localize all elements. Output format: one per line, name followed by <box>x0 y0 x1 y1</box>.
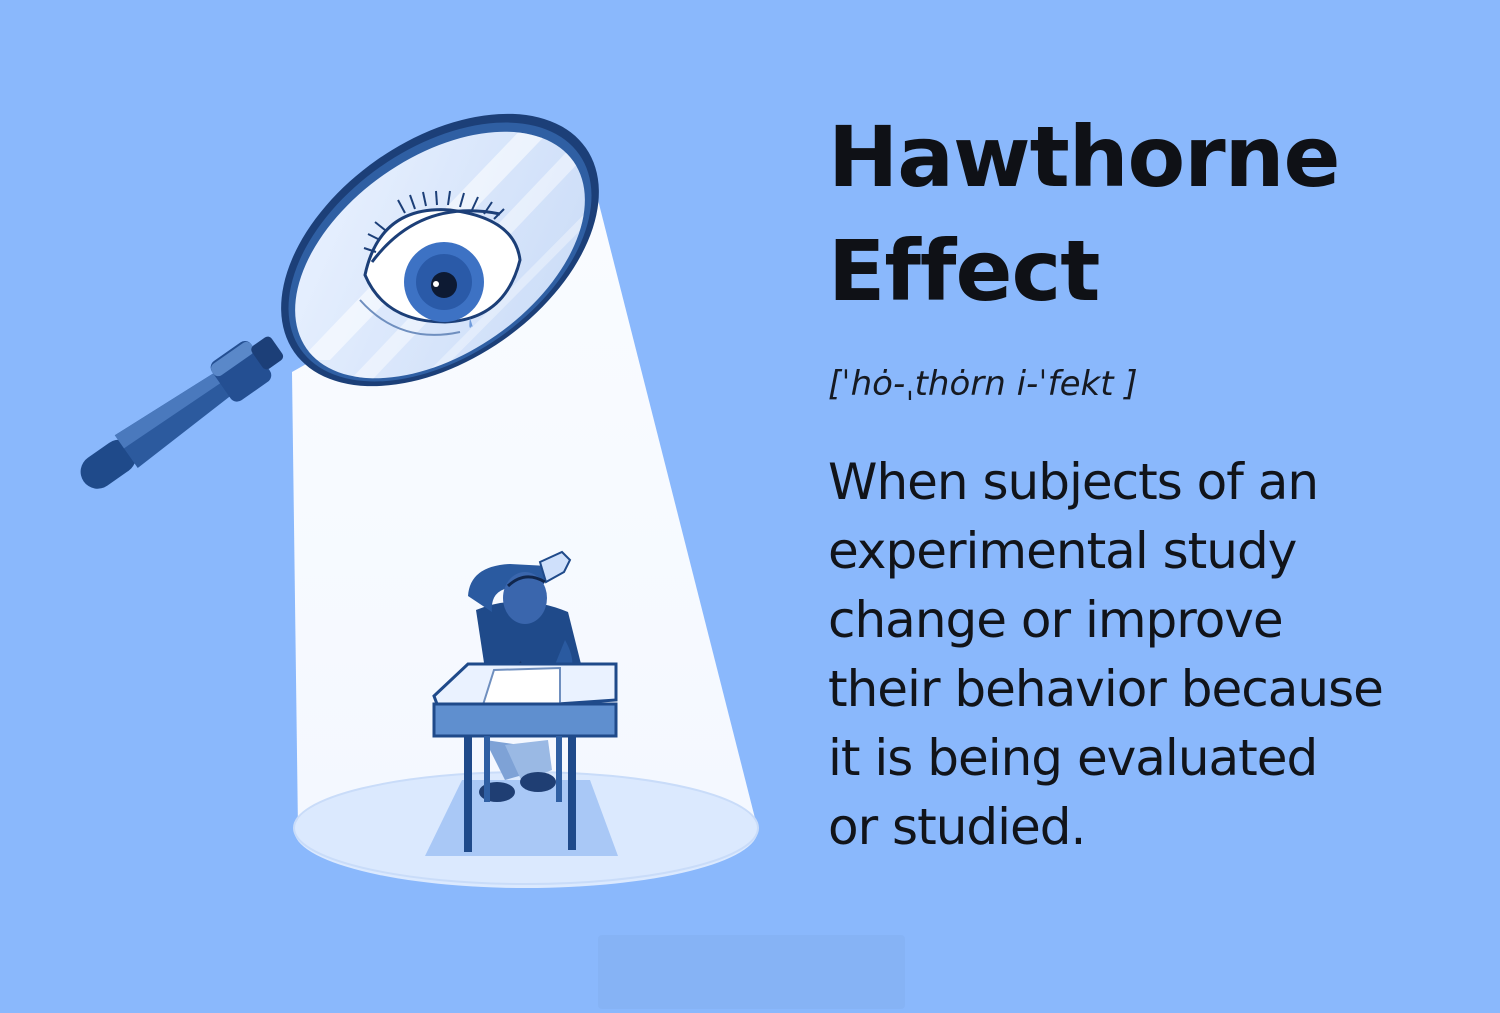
eye-icon <box>359 190 522 336</box>
pronunciation: [ˈhȯ-ˌthȯrn i-ˈfekt ] <box>828 364 1138 404</box>
definition-text: When subjects of an experimental study c… <box>828 448 1448 862</box>
title-line-2: Effect <box>828 222 1100 320</box>
bottom-overlay-bar <box>598 935 905 1009</box>
definition-line: it is being evaluated <box>828 729 1318 787</box>
title-line-1: Hawthorne <box>828 108 1340 206</box>
definition-line: change or improve <box>828 591 1284 649</box>
definition-panel: Hawthorne Effect [ˈhȯ-ˌthȯrn i-ˈfekt ] W… <box>828 100 1448 862</box>
definition-line: experimental study <box>828 522 1297 580</box>
definition-line: their behavior because <box>828 660 1384 718</box>
definition-line: When subjects of an <box>828 453 1319 511</box>
definition-line: or studied. <box>828 798 1086 856</box>
student-at-desk-icon <box>432 550 618 852</box>
hawthorne-illustration <box>80 113 759 888</box>
magnifying-glass-icon <box>80 113 630 489</box>
page-title: Hawthorne Effect <box>828 100 1448 328</box>
